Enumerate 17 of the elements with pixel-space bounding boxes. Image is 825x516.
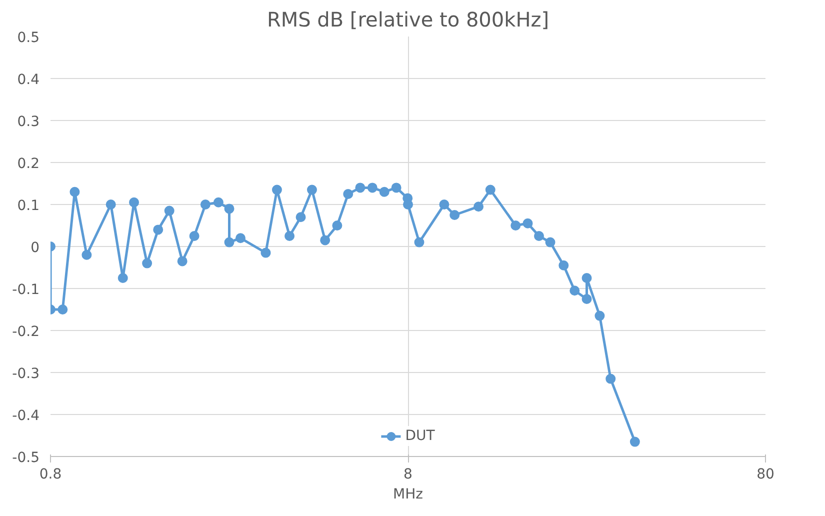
x-axis-title: MHz bbox=[393, 486, 423, 502]
y-tick-label: -0.5 bbox=[12, 450, 40, 466]
y-tick-label: -0.1 bbox=[12, 282, 40, 298]
y-tick-label: 0.3 bbox=[17, 114, 40, 130]
y-tick-label: -0.4 bbox=[12, 408, 40, 424]
chart-title: RMS dB [relative to 800kHz] bbox=[266, 8, 550, 32]
x-tick-label: 0.8 bbox=[39, 466, 62, 482]
y-tick-label: 0.2 bbox=[17, 156, 40, 172]
y-tick-label: 0.5 bbox=[17, 30, 40, 46]
y-tick-label: 0.1 bbox=[17, 198, 40, 214]
x-tick-label: 8 bbox=[404, 466, 412, 482]
y-tick-label: 0.4 bbox=[17, 72, 40, 88]
x-tick-label: 80 bbox=[756, 466, 774, 482]
y-tick-label: -0.3 bbox=[12, 366, 40, 382]
y-tick-label: -0.2 bbox=[12, 324, 40, 340]
legend-label: DUT bbox=[405, 428, 435, 444]
y-tick-label: 0 bbox=[30, 240, 40, 256]
